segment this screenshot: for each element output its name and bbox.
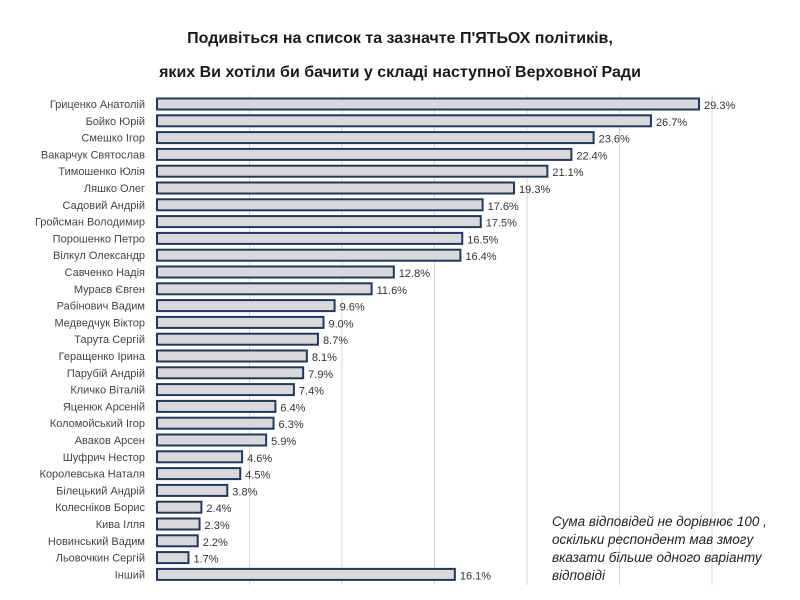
- data-label: 2.4%: [206, 503, 231, 515]
- data-label: 9.0%: [329, 318, 354, 330]
- bar: [156, 215, 482, 229]
- chart-title: Подивіться на список та зазначте П'ЯТЬОХ…: [187, 30, 613, 47]
- bar: [156, 299, 336, 313]
- bar: [156, 332, 319, 346]
- chart-annotation: Сума відповідей не дорівнює 100 , оскіль…: [552, 514, 767, 583]
- data-label: 5.9%: [271, 436, 296, 448]
- bar: [156, 433, 268, 447]
- data-label: 26.7%: [656, 117, 687, 129]
- category-label: Тимошенко Юлія: [58, 166, 145, 178]
- data-label: 4.5%: [245, 470, 270, 482]
- data-label: 8.7%: [323, 335, 348, 347]
- category-label: Садовий Андрій: [63, 200, 145, 212]
- category-label: Бойко Юрій: [86, 116, 145, 128]
- bar: [156, 315, 325, 329]
- category-label: Вілкул Олександр: [53, 250, 145, 262]
- data-label: 21.1%: [552, 167, 583, 179]
- data-label: 3.8%: [232, 486, 257, 498]
- data-label: 4.6%: [247, 453, 272, 465]
- data-label: 2.2%: [203, 537, 228, 549]
- bar: [156, 349, 308, 363]
- category-label: Колесніков Борис: [55, 502, 145, 514]
- bar: [156, 231, 464, 245]
- bar: [156, 248, 462, 262]
- bar: [156, 551, 190, 565]
- category-label: Смешко Ігор: [81, 133, 145, 145]
- data-label: 17.5%: [486, 218, 517, 230]
- category-label: Вакарчук Святослав: [41, 149, 145, 161]
- category-label: Яценюк Арсеній: [63, 401, 145, 413]
- category-label: Савченко Надія: [65, 267, 145, 279]
- data-label: 7.9%: [308, 369, 333, 381]
- bar: [156, 483, 229, 497]
- data-label: 6.3%: [279, 419, 304, 431]
- bar: [156, 282, 373, 296]
- data-label: 11.6%: [377, 285, 408, 297]
- category-label: Порошенко Петро: [53, 233, 145, 245]
- bar: [156, 147, 573, 161]
- bar: [156, 97, 701, 111]
- category-label: Гриценко Анатолій: [50, 99, 145, 111]
- bar: [156, 534, 199, 548]
- data-label: 8.1%: [312, 352, 337, 364]
- bar: [156, 416, 275, 430]
- category-label: Кива Ілля: [96, 519, 145, 531]
- category-label: Ляшко Олег: [84, 183, 145, 195]
- data-label: 16.1%: [460, 570, 491, 582]
- data-label: 17.6%: [488, 201, 519, 213]
- category-label: Білецький Андрій: [56, 485, 145, 497]
- bar: [156, 567, 456, 581]
- bar: [156, 114, 652, 128]
- bar: [156, 366, 305, 380]
- category-label: Медведчук Віктор: [54, 317, 145, 329]
- category-label: Аваков Арсен: [75, 435, 145, 447]
- bar: [156, 265, 395, 279]
- data-label: 29.3%: [704, 100, 735, 112]
- bar: [156, 517, 201, 531]
- category-label: Мураєв Євген: [74, 284, 145, 296]
- category-label: Шуфрич Нестор: [63, 452, 145, 464]
- data-label: 6.4%: [280, 402, 305, 414]
- data-label: 23.6%: [599, 134, 630, 146]
- data-label: 16.4%: [465, 251, 496, 263]
- chart-subtitle: яких Ви хотіли би бачити у складі наступ…: [159, 64, 641, 81]
- bar: [156, 450, 244, 464]
- category-label: Новинський Вадим: [48, 536, 145, 548]
- bar: [156, 181, 516, 195]
- category-label: Парубій Андрій: [67, 368, 145, 380]
- category-label: Гройсман Володимир: [35, 217, 145, 229]
- category-label: Тарута Сергій: [74, 334, 145, 346]
- bar: [156, 383, 295, 397]
- data-label: 2.3%: [205, 520, 230, 532]
- category-label: Льовочкин Сергій: [56, 553, 145, 565]
- data-label: 19.3%: [519, 184, 550, 196]
- bar: [156, 500, 203, 514]
- category-label: Кличко Віталій: [70, 385, 145, 397]
- data-label: 9.6%: [340, 302, 365, 314]
- bar: [156, 198, 484, 212]
- bar: [156, 399, 277, 413]
- category-label: Рабінович Вадим: [57, 301, 145, 313]
- data-label: 16.5%: [467, 234, 498, 246]
- bar: [156, 467, 242, 481]
- category-label: Геращенко Ірина: [59, 351, 146, 363]
- bar: [156, 131, 595, 145]
- category-label: Королевська Наталя: [40, 469, 146, 481]
- category-label: Коломойський Ігор: [50, 418, 145, 430]
- bar: [156, 164, 549, 178]
- data-label: 12.8%: [399, 268, 430, 280]
- data-label: 7.4%: [299, 386, 324, 398]
- category-label: Інший: [115, 569, 145, 581]
- data-label: 22.4%: [576, 150, 607, 162]
- data-label: 1.7%: [193, 554, 218, 566]
